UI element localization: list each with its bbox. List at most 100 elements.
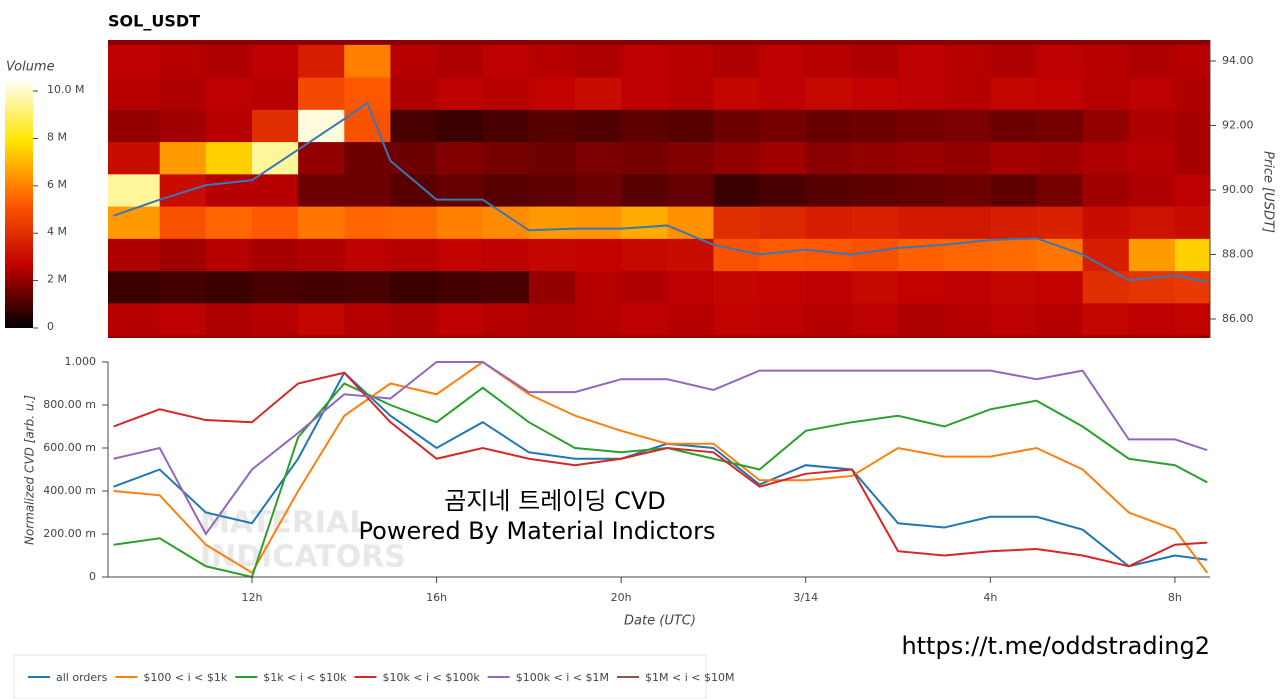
heatmap-cell (344, 270, 391, 304)
heatmap-cell (667, 270, 714, 304)
heatmap-cell (205, 141, 253, 175)
heatmap-cell (436, 141, 484, 175)
heatmap-cell (1082, 44, 1130, 78)
heatmap-cell (1128, 238, 1176, 272)
heatmap-cell (575, 173, 622, 207)
heatmap-cell (482, 44, 530, 78)
heatmap-cell (944, 206, 991, 239)
heatmap-cell (621, 44, 668, 78)
colorbar-tick-label: 0 (47, 320, 54, 333)
heatmap-cell (344, 238, 391, 272)
heatmap-cell (759, 109, 807, 143)
heatmap-cell (575, 302, 622, 336)
heatmap-cell (759, 77, 807, 110)
heatmap-cell (528, 173, 576, 207)
heatmap-cell (575, 238, 622, 272)
x-tick-label: 4h (983, 591, 997, 604)
heatmap-cell (482, 270, 530, 304)
heatmap-cell (528, 109, 576, 143)
colorbar-tick-label: 4 M (47, 225, 67, 238)
heatmap-cell (482, 77, 530, 110)
heatmap-cell (898, 173, 945, 207)
heatmap-cell (851, 238, 899, 272)
y-tick-label: 0 (89, 570, 96, 583)
heatmap-cell (344, 141, 391, 175)
heatmap-cell (898, 302, 945, 336)
heatmap-cell (251, 270, 299, 304)
heatmap-cell (1174, 77, 1211, 110)
legend-label: $1k < i < $10k (263, 671, 347, 684)
heatmap-cell (944, 44, 991, 78)
heatmap-cell (713, 206, 761, 239)
heatmap-cell (1036, 77, 1084, 110)
heatmap-cell (805, 77, 853, 110)
heatmap-cell (667, 141, 714, 175)
heatmap-cell (159, 141, 207, 175)
heatmap-cell (990, 302, 1037, 336)
heatmap-cell (759, 206, 807, 239)
heatmap-cell (898, 206, 945, 239)
heatmap-cell (898, 141, 945, 175)
heatmap-cell (898, 77, 945, 110)
legend-label: $100k < i < $1M (516, 671, 609, 684)
heatmap-cell (528, 206, 576, 239)
heatmap-cell (436, 44, 484, 78)
heatmap-cell (251, 141, 299, 175)
y-tick-label: 1.000 (65, 355, 97, 368)
heatmap-cell (667, 206, 714, 239)
heatmap-cell (390, 77, 438, 110)
footer-link: https://t.me/oddstrading2 (901, 632, 1210, 660)
heatmap-cell (1128, 302, 1176, 336)
x-tick-label: 12h (241, 591, 262, 604)
heatmap-cell (205, 206, 253, 239)
heatmap-cell (298, 302, 345, 336)
heatmap-cell (344, 173, 391, 207)
heatmap-cell (575, 270, 622, 304)
heatmap-cell (436, 77, 484, 110)
heatmap-cell (621, 302, 668, 336)
heatmap-cell (1128, 173, 1176, 207)
heatmap-cell (298, 206, 345, 239)
heatmap-cell (344, 206, 391, 239)
colorbar-tick-label: 8 M (47, 130, 67, 143)
heatmap-cell (298, 173, 345, 207)
heatmap-cell (528, 141, 576, 175)
heatmap-cell (1174, 238, 1211, 272)
colorbar-tick-label: 10.0 M (47, 83, 84, 96)
x-axis-label: Date (UTC) (624, 614, 696, 629)
heatmap-cell (805, 173, 853, 207)
heatmap-cell (159, 44, 207, 78)
heatmap-cell (667, 77, 714, 110)
heatmap-cell (205, 109, 253, 143)
heatmap-cell (159, 238, 207, 272)
heatmap-cell (205, 44, 253, 78)
heatmap-cell (390, 109, 438, 143)
heatmap-cell (851, 141, 899, 175)
heatmap-cell (251, 302, 299, 336)
heatmap-cell (482, 141, 530, 175)
heatmap-cell (851, 302, 899, 336)
heatmap-cell (575, 77, 622, 110)
heatmap-cell (108, 77, 161, 110)
heatmap-cell (805, 238, 853, 272)
heatmap-cell (667, 173, 714, 207)
heatmap-cell (990, 44, 1037, 78)
heatmap-cell (621, 109, 668, 143)
heatmap-cell (621, 270, 668, 304)
heatmap-cell (805, 141, 853, 175)
heatmap-cell (805, 206, 853, 239)
heatmap-cell (251, 206, 299, 239)
heatmap-cell (944, 77, 991, 110)
heatmap-cell (1036, 206, 1084, 239)
heatmap-cell (990, 109, 1037, 143)
heatmap-cell (1036, 238, 1084, 272)
heatmap-cell (898, 109, 945, 143)
watermark: MATERIAL (200, 506, 368, 541)
heatmap-cell (713, 302, 761, 336)
heatmap-cell (621, 206, 668, 239)
y-tick-label: 90.00 (1222, 183, 1254, 196)
heatmap-cell (1174, 141, 1211, 175)
heatmap-cell (108, 173, 161, 207)
heatmap-cell (759, 270, 807, 304)
heatmap-cell (1128, 77, 1176, 110)
